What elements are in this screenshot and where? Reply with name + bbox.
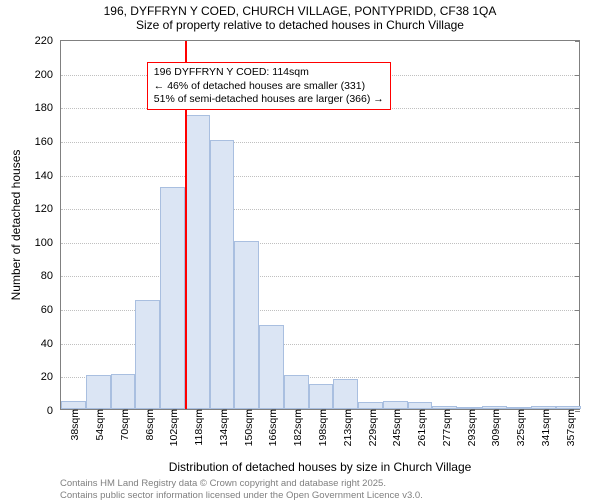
ytick-label: 0 bbox=[47, 405, 61, 417]
histogram-bar bbox=[309, 384, 334, 409]
gridline bbox=[61, 243, 579, 244]
ytick-mark bbox=[575, 75, 580, 76]
histogram-bar bbox=[86, 375, 111, 409]
ytick-label: 60 bbox=[41, 304, 61, 316]
ytick-label: 140 bbox=[35, 170, 61, 182]
annotation-line: 196 DYFFRYN Y COED: 114sqm bbox=[154, 66, 384, 79]
gridline bbox=[61, 142, 579, 143]
y-axis-label: Number of detached houses bbox=[9, 150, 23, 301]
xtick-label: 54sqm bbox=[90, 409, 106, 441]
xtick-label: 229sqm bbox=[363, 409, 379, 446]
xtick-label: 86sqm bbox=[140, 409, 156, 441]
x-axis-label: Distribution of detached houses by size … bbox=[169, 460, 472, 474]
ytick-mark bbox=[575, 142, 580, 143]
xtick-label: 182sqm bbox=[288, 409, 304, 446]
histogram-bar bbox=[185, 115, 210, 409]
xtick-label: 325sqm bbox=[511, 409, 527, 446]
annotation-line: 51% of semi-detached houses are larger (… bbox=[154, 93, 384, 106]
ytick-mark bbox=[575, 176, 580, 177]
title-line-2: Size of property relative to detached ho… bbox=[0, 18, 600, 32]
ytick-mark bbox=[575, 41, 580, 42]
ytick-label: 200 bbox=[35, 69, 61, 81]
xtick-label: 150sqm bbox=[239, 409, 255, 446]
histogram-bar bbox=[408, 402, 433, 409]
xtick-label: 357sqm bbox=[561, 409, 577, 446]
ytick-mark bbox=[575, 310, 580, 311]
ytick-mark bbox=[575, 276, 580, 277]
xtick-label: 102sqm bbox=[164, 409, 180, 446]
histogram-bar bbox=[259, 325, 284, 409]
xtick-label: 38sqm bbox=[65, 409, 81, 441]
ytick-label: 180 bbox=[35, 102, 61, 114]
xtick-label: 293sqm bbox=[462, 409, 478, 446]
histogram-bar bbox=[135, 300, 160, 409]
plot-area: 02040608010012014016018020022038sqm54sqm… bbox=[60, 40, 580, 410]
xtick-label: 245sqm bbox=[387, 409, 403, 446]
xtick-label: 118sqm bbox=[189, 409, 205, 446]
ytick-label: 220 bbox=[35, 35, 61, 47]
xtick-label: 309sqm bbox=[486, 409, 502, 446]
histogram-bar bbox=[160, 187, 185, 409]
xtick-label: 213sqm bbox=[338, 409, 354, 446]
xtick-label: 198sqm bbox=[313, 409, 329, 446]
ytick-mark bbox=[575, 344, 580, 345]
ytick-mark bbox=[575, 243, 580, 244]
gridline bbox=[61, 176, 579, 177]
gridline bbox=[61, 276, 579, 277]
histogram-bar bbox=[111, 374, 136, 409]
chart-container: 196, DYFFRYN Y COED, CHURCH VILLAGE, PON… bbox=[0, 0, 600, 500]
ytick-label: 40 bbox=[41, 338, 61, 350]
ytick-mark bbox=[575, 377, 580, 378]
xtick-label: 134sqm bbox=[214, 409, 230, 446]
xtick-label: 166sqm bbox=[263, 409, 279, 446]
ytick-label: 120 bbox=[35, 203, 61, 215]
histogram-bar bbox=[210, 140, 235, 409]
histogram-bar bbox=[358, 402, 383, 409]
ytick-mark bbox=[575, 209, 580, 210]
xtick-label: 341sqm bbox=[536, 409, 552, 446]
xtick-label: 277sqm bbox=[437, 409, 453, 446]
annotation-line: ← 46% of detached houses are smaller (33… bbox=[154, 80, 384, 93]
histogram-bar bbox=[284, 375, 309, 409]
histogram-bar bbox=[333, 379, 358, 409]
footnote: Contains HM Land Registry data © Crown c… bbox=[60, 478, 423, 502]
annotation-box: 196 DYFFRYN Y COED: 114sqm← 46% of detac… bbox=[147, 62, 391, 109]
ytick-label: 160 bbox=[35, 136, 61, 148]
title-line-1: 196, DYFFRYN Y COED, CHURCH VILLAGE, PON… bbox=[0, 4, 600, 18]
ytick-label: 20 bbox=[41, 371, 61, 383]
histogram-bar bbox=[234, 241, 259, 409]
footnote-line-1: Contains HM Land Registry data © Crown c… bbox=[60, 478, 423, 490]
ytick-label: 80 bbox=[41, 270, 61, 282]
xtick-label: 70sqm bbox=[115, 409, 131, 441]
ytick-label: 100 bbox=[35, 237, 61, 249]
gridline bbox=[61, 209, 579, 210]
ytick-mark bbox=[575, 108, 580, 109]
xtick-label: 261sqm bbox=[412, 409, 428, 446]
histogram-bar bbox=[383, 401, 408, 409]
chart-title: 196, DYFFRYN Y COED, CHURCH VILLAGE, PON… bbox=[0, 4, 600, 33]
